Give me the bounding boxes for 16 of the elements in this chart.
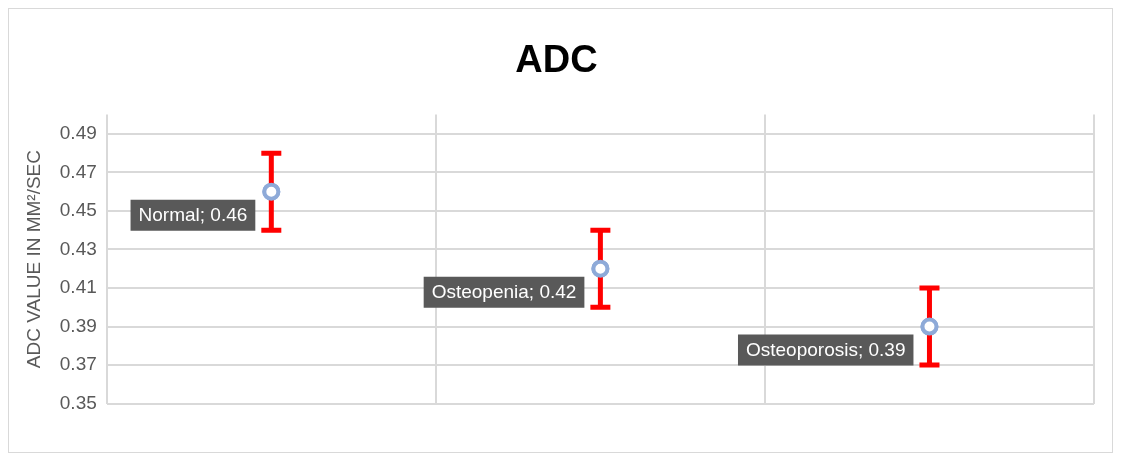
data-label: Normal; 0.46: [138, 204, 248, 226]
y-tick-label: 0.43: [59, 237, 97, 259]
y-axis-title: ADC VALUE IN MM²/SEC: [22, 150, 44, 369]
point: [591, 259, 610, 278]
y-tick-label: 0.45: [59, 199, 97, 221]
y-tick-label: 0.49: [59, 122, 97, 144]
y-tick-label: 0.39: [59, 314, 97, 336]
chart-title: ADC: [515, 38, 598, 81]
y-tick-label: 0.35: [59, 391, 97, 413]
data-label: Osteoporosis; 0.39: [745, 339, 906, 361]
data-label: Osteopenia; 0.42: [431, 281, 577, 303]
y-tick-label: 0.47: [59, 160, 97, 182]
y-tick-label: 0.37: [59, 353, 97, 375]
point: [920, 317, 939, 336]
y-tick-label: 0.41: [59, 276, 97, 298]
point: [262, 182, 281, 201]
